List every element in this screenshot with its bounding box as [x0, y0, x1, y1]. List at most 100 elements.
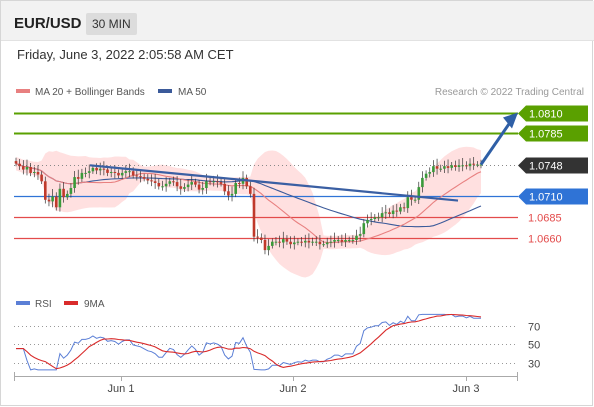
- candle-body: [446, 166, 450, 168]
- candle-body: [285, 239, 289, 242]
- candle-body: [109, 172, 113, 173]
- candle-body: [388, 212, 391, 214]
- candle-body: [153, 181, 157, 183]
- rsi-tick-label: 30: [528, 359, 540, 371]
- candle-body: [219, 182, 223, 184]
- candle-body: [256, 236, 259, 238]
- candle-body: [267, 245, 270, 251]
- candle-body: [76, 177, 80, 179]
- candle-body: [472, 163, 475, 165]
- candle-body: [95, 167, 98, 171]
- last-label: 1.0748: [529, 161, 563, 173]
- candle-body: [227, 191, 230, 196]
- candle-body: [325, 242, 329, 245]
- ma9-legend-swatch: [64, 301, 78, 305]
- candle-body: [384, 212, 388, 214]
- candle-body: [362, 223, 366, 235]
- candle-body: [468, 163, 472, 167]
- candle-body: [377, 217, 380, 219]
- bollinger-band: [16, 146, 481, 278]
- candle-body: [413, 199, 417, 201]
- candle-body: [479, 164, 483, 166]
- candle-body: [238, 183, 241, 184]
- candle-body: [179, 186, 183, 189]
- timeframe-badge[interactable]: 30 MIN: [86, 13, 137, 35]
- candle-body: [344, 240, 347, 242]
- candle-body: [69, 188, 73, 194]
- rsi-legend-label: RSI: [35, 299, 52, 310]
- support-label: 1.0685: [528, 213, 562, 225]
- candle-body: [124, 171, 128, 173]
- candle-body: [146, 178, 150, 181]
- candle-body: [314, 241, 318, 243]
- candle-body: [439, 168, 442, 170]
- candle-body: [194, 182, 197, 185]
- rsi-line: [16, 313, 481, 371]
- candle-body: [296, 241, 300, 243]
- last-tag: [518, 157, 588, 174]
- candle-body: [131, 171, 135, 176]
- ma50-legend-label: MA 50: [178, 87, 207, 98]
- candle-body: [168, 181, 172, 184]
- candle-body: [14, 161, 18, 164]
- candle-body: [399, 207, 402, 212]
- candle-body: [351, 240, 355, 241]
- symbol-title: EUR/USD: [14, 15, 82, 32]
- candle-body: [201, 188, 204, 190]
- ma20-line: [15, 163, 482, 244]
- candle-body: [318, 241, 322, 245]
- resistance-label: 1.0810: [529, 109, 563, 121]
- rsi-tick-label: 70: [528, 322, 540, 334]
- forecast-arrow-shaft: [479, 121, 512, 166]
- candle-body: [205, 181, 208, 188]
- candle-body: [402, 207, 406, 209]
- candle-body: [358, 234, 362, 236]
- candle-body: [106, 169, 109, 173]
- candle-body: [249, 186, 252, 194]
- resistance-tag: [518, 125, 588, 142]
- candle-body: [91, 167, 95, 172]
- candle-body: [369, 219, 373, 220]
- candle-body: [300, 241, 303, 243]
- candle-body: [307, 240, 311, 243]
- candle-body: [212, 181, 215, 183]
- candle-body: [164, 183, 168, 187]
- candle-body: [336, 240, 340, 241]
- candle-body: [55, 196, 58, 208]
- candle-body: [282, 239, 285, 243]
- candle-body: [454, 165, 457, 167]
- candle-body: [234, 183, 237, 194]
- candle-body: [223, 183, 226, 192]
- trendline: [89, 112, 518, 202]
- candle-body: [271, 241, 274, 246]
- candle-body: [260, 237, 263, 240]
- forecast-arrowhead: [503, 112, 518, 129]
- ma50-legend-swatch: [158, 89, 172, 93]
- candle-body: [428, 172, 431, 174]
- candle-body: [139, 176, 142, 178]
- time-axis: Jun 1 Jun 2 Jun 3: [14, 372, 518, 395]
- candle-body: [197, 184, 201, 190]
- candle-body: [450, 165, 453, 168]
- candle-body: [186, 184, 190, 188]
- candle-body: [432, 166, 435, 173]
- candle-body: [347, 240, 351, 241]
- candle-body: [84, 172, 87, 174]
- rsi-tick-label: 50: [528, 340, 540, 352]
- candle-body: [421, 177, 424, 188]
- candle-body: [476, 164, 479, 166]
- candle-body: [150, 180, 153, 182]
- candle-body: [80, 172, 84, 179]
- candle-body: [333, 240, 336, 242]
- legend: MA 20 + Bollinger Bands MA 50 Research ©…: [16, 87, 584, 98]
- resistance-trendline: [89, 164, 459, 202]
- pivot-tag: [518, 188, 588, 205]
- candle-body: [62, 188, 65, 198]
- resistance-label: 1.0785: [529, 129, 563, 141]
- candle-body: [457, 165, 461, 167]
- candle-body: [25, 167, 29, 170]
- candle-body: [175, 182, 179, 187]
- candle-body: [208, 181, 212, 183]
- candle-body: [355, 235, 358, 240]
